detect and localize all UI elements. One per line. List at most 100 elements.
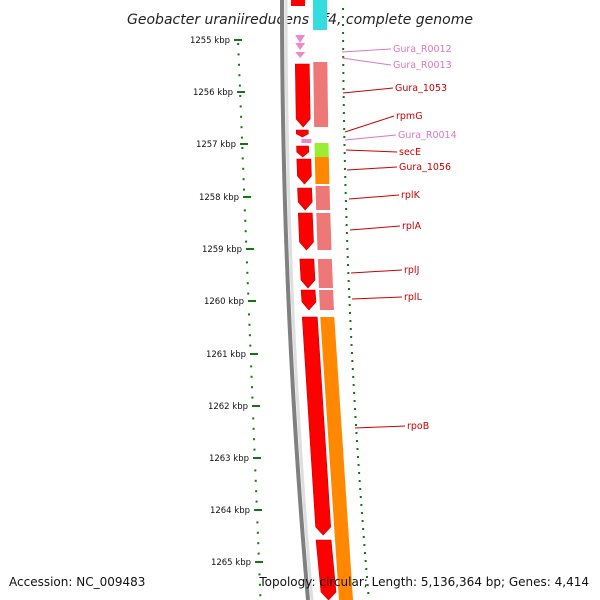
leader-line: [344, 134, 397, 141]
gene-label[interactable]: rplJ: [404, 265, 419, 276]
backbone-line: [280, 0, 310, 600]
right-tick: [365, 576, 368, 578]
right-tick: [347, 272, 350, 274]
minor-tick: [246, 282, 249, 285]
right-tick: [342, 96, 345, 98]
right-tick: [342, 8, 345, 10]
gene-label[interactable]: Gura_R0012: [393, 44, 452, 55]
minor-tick: [251, 396, 254, 399]
right-tick: [342, 24, 345, 26]
scale-tick-label: 1262 kbp: [208, 402, 248, 412]
minor-tick: [237, 43, 240, 45]
right-tick: [342, 112, 345, 114]
right-tick: [343, 144, 346, 146]
right-tick: [342, 16, 345, 18]
right-tick: [362, 528, 365, 530]
right-tick: [354, 408, 357, 410]
right-tick: [350, 344, 353, 346]
scale-tick-label: 1258 kbp: [199, 193, 239, 203]
minor-tick: [249, 344, 252, 347]
right-tick: [345, 208, 348, 210]
right-tick: [342, 72, 345, 74]
leader-line: [348, 194, 400, 200]
gene-label[interactable]: rplL: [404, 292, 423, 303]
right-tick: [357, 456, 360, 458]
right-tick: [354, 424, 357, 426]
leader-line: [349, 225, 401, 231]
right-tick: [349, 312, 352, 314]
minor-tick: [254, 469, 257, 472]
right-tick: [365, 568, 368, 570]
right-tick: [357, 464, 360, 466]
scale-tick-label: 1261 kbp: [206, 350, 246, 360]
scale-tick-label: 1259 kbp: [202, 245, 242, 255]
minor-tick: [258, 583, 261, 586]
right-tick: [344, 184, 347, 186]
cog-band: [316, 213, 332, 250]
gene-arrow-partial: [291, 0, 305, 6]
scale-tick-label: 1264 kbp: [210, 506, 250, 516]
minor-tick: [259, 594, 262, 597]
minor-tick: [248, 313, 251, 316]
minor-tick: [240, 115, 243, 118]
right-tick: [355, 440, 358, 442]
gene-arrow: [295, 129, 309, 138]
gene-label[interactable]: Gura_R0013: [393, 60, 452, 71]
scale-tick-label: 1256 kbp: [193, 88, 233, 98]
gene-label[interactable]: Gura_R0014: [398, 130, 457, 141]
right-tick: [354, 416, 357, 418]
right-tick: [363, 544, 366, 546]
minor-tick: [241, 157, 244, 160]
gene-arrow: [297, 212, 314, 251]
right-tick: [342, 104, 345, 106]
minor-tick: [238, 74, 241, 77]
minor-tick: [250, 386, 253, 389]
gene-arrow: [299, 258, 316, 289]
right-tick: [344, 192, 347, 194]
right-tick: [342, 40, 345, 42]
backbone-shadow: [284, 0, 314, 600]
right-tick: [343, 120, 346, 122]
gene-label[interactable]: rpmG: [396, 111, 423, 122]
gene-label[interactable]: rpoB: [407, 421, 429, 432]
right-tick: [353, 392, 356, 394]
minor-tick: [240, 136, 243, 139]
gene-label[interactable]: Gura_1056: [399, 162, 451, 173]
minor-tick: [245, 261, 248, 264]
minor-tick: [245, 240, 248, 243]
genome-title: Geobacter uraniireducens Rf4, complete g…: [127, 12, 473, 28]
right-tick: [342, 88, 345, 90]
right-tick: [345, 216, 348, 218]
rna-arrow: [295, 52, 306, 58]
right-tick: [361, 520, 364, 522]
right-tick: [345, 232, 348, 234]
rna-arrow: [295, 43, 306, 50]
minor-tick: [237, 53, 240, 56]
gene-label[interactable]: secE: [399, 147, 421, 158]
right-tick: [355, 432, 358, 434]
right-tick: [360, 512, 363, 514]
cog-band: [314, 157, 330, 184]
right-tick: [351, 360, 354, 362]
scale-tick-label: 1257 kbp: [196, 140, 236, 150]
minor-tick: [239, 105, 242, 108]
minor-tick: [244, 230, 247, 233]
minor-tick: [253, 448, 256, 451]
minor-tick: [242, 178, 245, 181]
rna-marker: [301, 139, 312, 143]
right-tick: [344, 168, 347, 170]
gene-arrow: [297, 187, 313, 211]
gene-label[interactable]: rplA: [402, 221, 422, 232]
minor-tick: [242, 167, 245, 170]
gene-label[interactable]: Gura_1053: [395, 83, 447, 94]
gene-labels: Gura_R0012 Gura_R0013 Gura_1053 rpmG Gura_R0…: [341, 44, 457, 432]
minor-tick: [243, 209, 246, 212]
minor-tick: [243, 188, 246, 191]
minor-tick: [252, 427, 255, 430]
minor-tick: [255, 500, 258, 503]
gene-label[interactable]: rplK: [401, 190, 421, 201]
minor-tick: [254, 479, 257, 482]
gene-arrow: [300, 289, 317, 311]
right-tick: [347, 288, 350, 290]
